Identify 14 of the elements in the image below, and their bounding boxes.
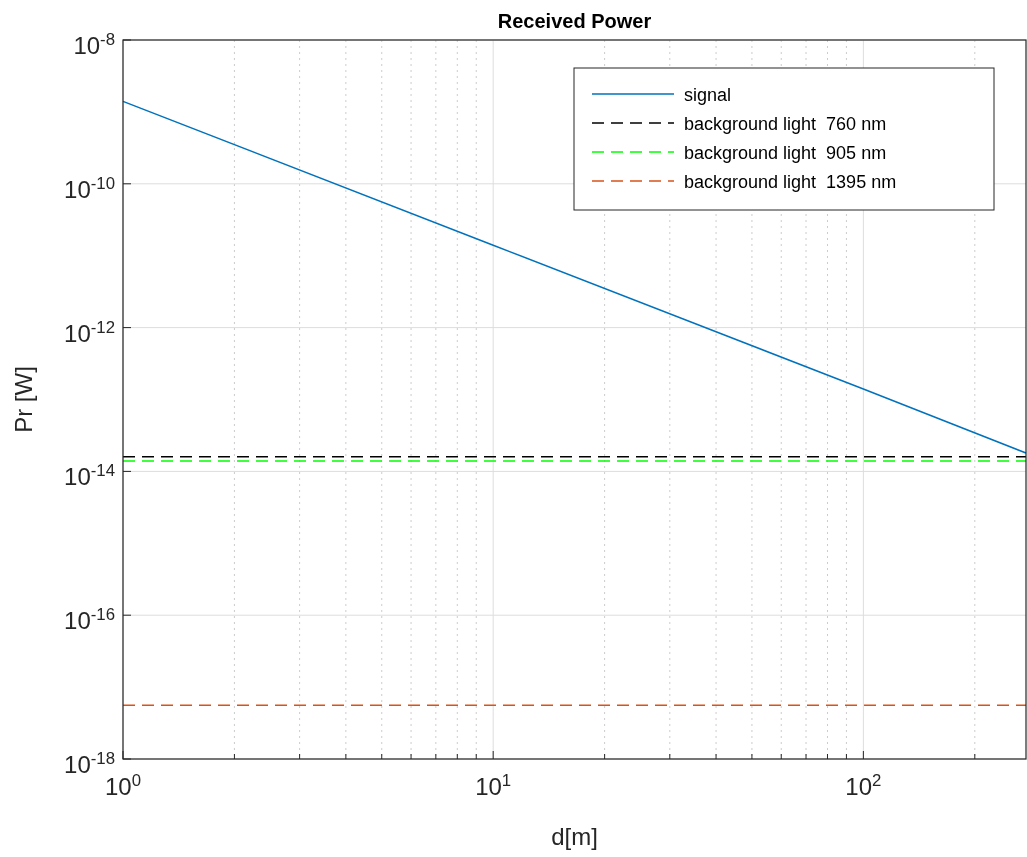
- legend-label: background light 1395 nm: [684, 172, 897, 192]
- x-axis-title: d[m]: [551, 823, 598, 850]
- legend-label: background light 760 nm: [684, 114, 887, 134]
- y-axis-title: Pr [W]: [10, 366, 37, 433]
- x-tick-label: 10$^{1}$: [475, 770, 512, 800]
- x-tick-label: 10$^{2}$: [845, 770, 882, 800]
- legend-label: signal: [684, 85, 732, 105]
- chart-title: Received Power: [497, 10, 652, 32]
- y-tick-label: 10$^{-14}$: [64, 460, 115, 491]
- y-tick-label: 10$^{-8}$: [73, 29, 115, 59]
- y-tick-label: 10$^{-16}$: [64, 604, 115, 635]
- legend-label: background light 905 nm: [684, 143, 887, 163]
- y-tick-label: 10$^{-12}$: [64, 317, 115, 347]
- y-tick-label: 10$^{-10}$: [64, 173, 115, 203]
